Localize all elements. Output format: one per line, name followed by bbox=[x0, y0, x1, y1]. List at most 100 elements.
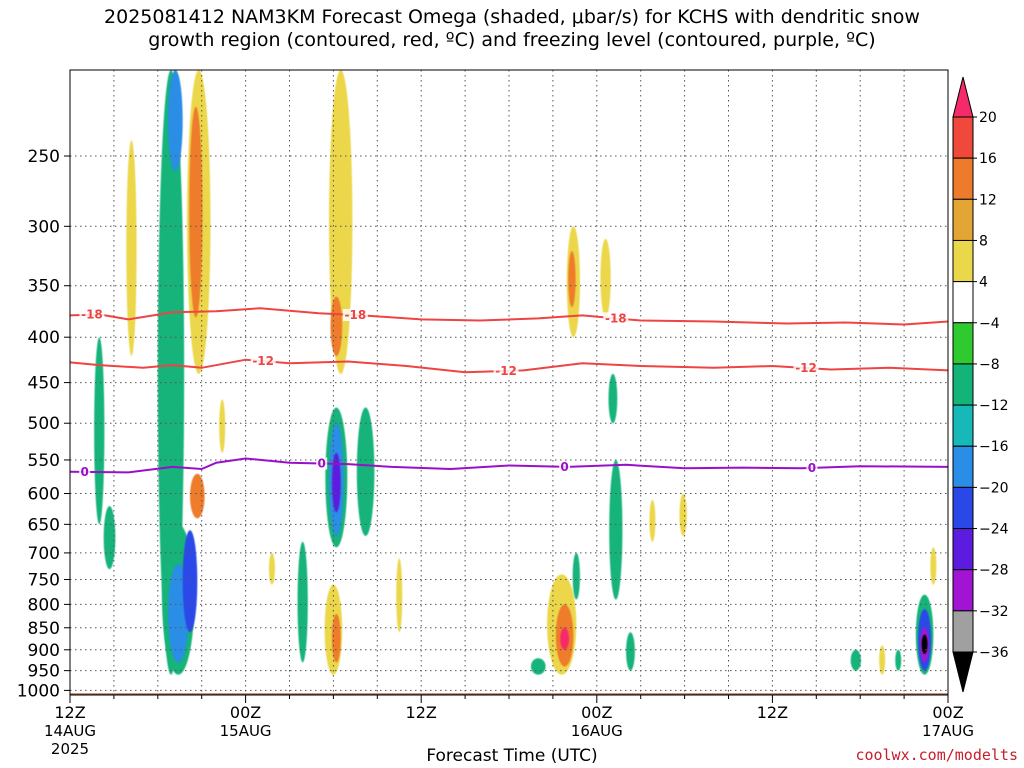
y-axis: 2503003504004505005506006507007508008509… bbox=[17, 147, 70, 701]
omega-region-33 bbox=[189, 106, 203, 318]
colorbar-swatch-6 bbox=[952, 363, 974, 406]
omega-region-10 bbox=[679, 493, 687, 537]
colorbar-swatch-4 bbox=[952, 281, 974, 324]
y-tick-label-850: 850 bbox=[28, 619, 60, 639]
omega-region-3 bbox=[268, 552, 275, 585]
y-tick-label-450: 450 bbox=[28, 374, 60, 394]
contour-freezing-label-1: 0 bbox=[318, 457, 326, 471]
contour-freezing-label-0: 0 bbox=[80, 465, 88, 479]
y-tick-label-1000: 1000 bbox=[17, 681, 60, 701]
omega-region-43 bbox=[921, 634, 928, 655]
contour-freezing-label-3: 0 bbox=[808, 461, 816, 475]
omega-region-30 bbox=[331, 613, 341, 663]
colorbar-bottom-arrow bbox=[952, 651, 974, 693]
omega-region-12 bbox=[879, 645, 886, 675]
x-tick-label-36: 00Z bbox=[581, 703, 612, 722]
credit-text: coolwx.com/modelts bbox=[855, 746, 1018, 764]
contour-minus18-label-bg-0 bbox=[79, 308, 105, 321]
omega-region-26 bbox=[850, 649, 861, 671]
contour-minus18-label-bg-1 bbox=[342, 309, 368, 322]
contour-minus18-label-bg-2 bbox=[603, 312, 629, 325]
y-tick-label-400: 400 bbox=[28, 328, 60, 348]
x-tick-date-60: 17AUG bbox=[922, 722, 974, 740]
omega-shading-layer bbox=[94, 70, 937, 675]
contour-minus12-label-0: -12 bbox=[252, 354, 274, 368]
omega-region-13 bbox=[930, 547, 937, 585]
x-tick-date-0: 14AUG bbox=[44, 722, 96, 740]
colorbar-label-3: 8 bbox=[979, 233, 988, 249]
contour-minus18-label-1: -18 bbox=[345, 308, 367, 322]
colorbar-label-1: 16 bbox=[979, 151, 997, 167]
contour-minus12-label-2: -12 bbox=[795, 361, 817, 375]
colorbar-swatch-12 bbox=[952, 610, 974, 653]
x-axis-title: Forecast Time (UTC) bbox=[426, 746, 598, 766]
omega-region-36 bbox=[168, 70, 183, 172]
omega-region-39 bbox=[560, 627, 569, 650]
omega-region-14 bbox=[157, 70, 185, 675]
contour-freezing-label-bg-0 bbox=[79, 465, 91, 478]
x-tick-date-36: 16AUG bbox=[571, 722, 623, 740]
colorbar-label-10: −24 bbox=[979, 522, 1009, 538]
x-tick-label-0: 12Z bbox=[54, 703, 85, 722]
colorbar-swatch-5 bbox=[952, 322, 974, 365]
contour-minus12-label-bg-2 bbox=[793, 362, 819, 375]
contour-minus12-label-1: -12 bbox=[495, 364, 517, 378]
colorbar-label-11: −28 bbox=[979, 563, 1009, 579]
y-tick-label-250: 250 bbox=[28, 147, 60, 167]
omega-region-20 bbox=[356, 407, 375, 537]
omega-region-8 bbox=[600, 238, 611, 318]
omega-region-0 bbox=[126, 140, 137, 356]
colorbar: 20 16 12 8 4 −4 −8 −12 −16 −20 −24 −28 −32 −36 bbox=[952, 76, 1009, 693]
omega-region-2 bbox=[219, 399, 226, 453]
contour-freezing-label-2: 0 bbox=[560, 460, 568, 474]
colorbar-label-7: −12 bbox=[979, 398, 1009, 414]
contour-minus12-line bbox=[70, 358, 948, 374]
colorbar-swatch-11 bbox=[952, 569, 974, 612]
y-tick-label-800: 800 bbox=[28, 595, 60, 615]
omega-region-21 bbox=[608, 373, 618, 424]
y-tick-label-500: 500 bbox=[28, 414, 60, 434]
colorbar-top-arrow bbox=[952, 76, 974, 118]
colorbar-swatch-8 bbox=[952, 445, 974, 488]
colorbar-label-5: −4 bbox=[979, 316, 1000, 332]
omega-region-31 bbox=[568, 251, 576, 308]
omega-region-6 bbox=[396, 558, 403, 633]
omega-region-22 bbox=[609, 459, 623, 600]
omega-region-9 bbox=[649, 499, 656, 542]
colorbar-swatch-1 bbox=[952, 157, 974, 200]
colorbar-label-8: −16 bbox=[979, 439, 1009, 455]
omega-region-18 bbox=[297, 541, 308, 663]
contour-layer: -18 -18 -18 -12 -12 -12 0 0 0 0 bbox=[70, 307, 948, 479]
colorbar-label-13: −36 bbox=[979, 645, 1009, 661]
x-tick-label-48: 12Z bbox=[757, 703, 788, 722]
colorbar-swatch-2 bbox=[952, 198, 974, 241]
y-tick-label-600: 600 bbox=[28, 484, 60, 504]
omega-region-27 bbox=[895, 649, 902, 671]
contour-minus12-label-bg-1 bbox=[493, 364, 519, 377]
colorbar-swatch-0 bbox=[952, 116, 974, 159]
y-tick-label-900: 900 bbox=[28, 641, 60, 661]
omega-region-29 bbox=[330, 296, 343, 357]
colorbar-label-12: −32 bbox=[979, 604, 1009, 620]
omega-region-41 bbox=[331, 452, 341, 513]
colorbar-swatch-7 bbox=[952, 404, 974, 447]
chart-title-line-2: growth region (contoured, red, ºC) and f… bbox=[148, 29, 876, 51]
contour-minus18-label-2: -18 bbox=[605, 311, 627, 325]
omega-region-34 bbox=[189, 473, 205, 519]
y-tick-label-700: 700 bbox=[28, 544, 60, 564]
y-tick-label-550: 550 bbox=[28, 451, 60, 471]
x-tick-date-12: 15AUG bbox=[220, 722, 272, 740]
colorbar-label-0: 20 bbox=[979, 110, 997, 126]
y-tick-label-950: 950 bbox=[28, 662, 60, 682]
colorbar-swatch-10 bbox=[952, 528, 974, 571]
colorbar-label-2: 12 bbox=[979, 192, 997, 208]
omega-region-16 bbox=[94, 337, 105, 525]
x-tick-label-12: 00Z bbox=[230, 703, 261, 722]
contour-minus18-label-0: -18 bbox=[81, 308, 103, 322]
x-tick-year-0: 2025 bbox=[51, 740, 89, 758]
omega-region-38 bbox=[182, 530, 198, 633]
colorbar-label-6: −8 bbox=[979, 357, 1000, 373]
omega-region-25 bbox=[626, 632, 635, 671]
chart-title-line-1: 2025081412 NAM3KM Forecast Omega (shaded… bbox=[104, 6, 920, 28]
